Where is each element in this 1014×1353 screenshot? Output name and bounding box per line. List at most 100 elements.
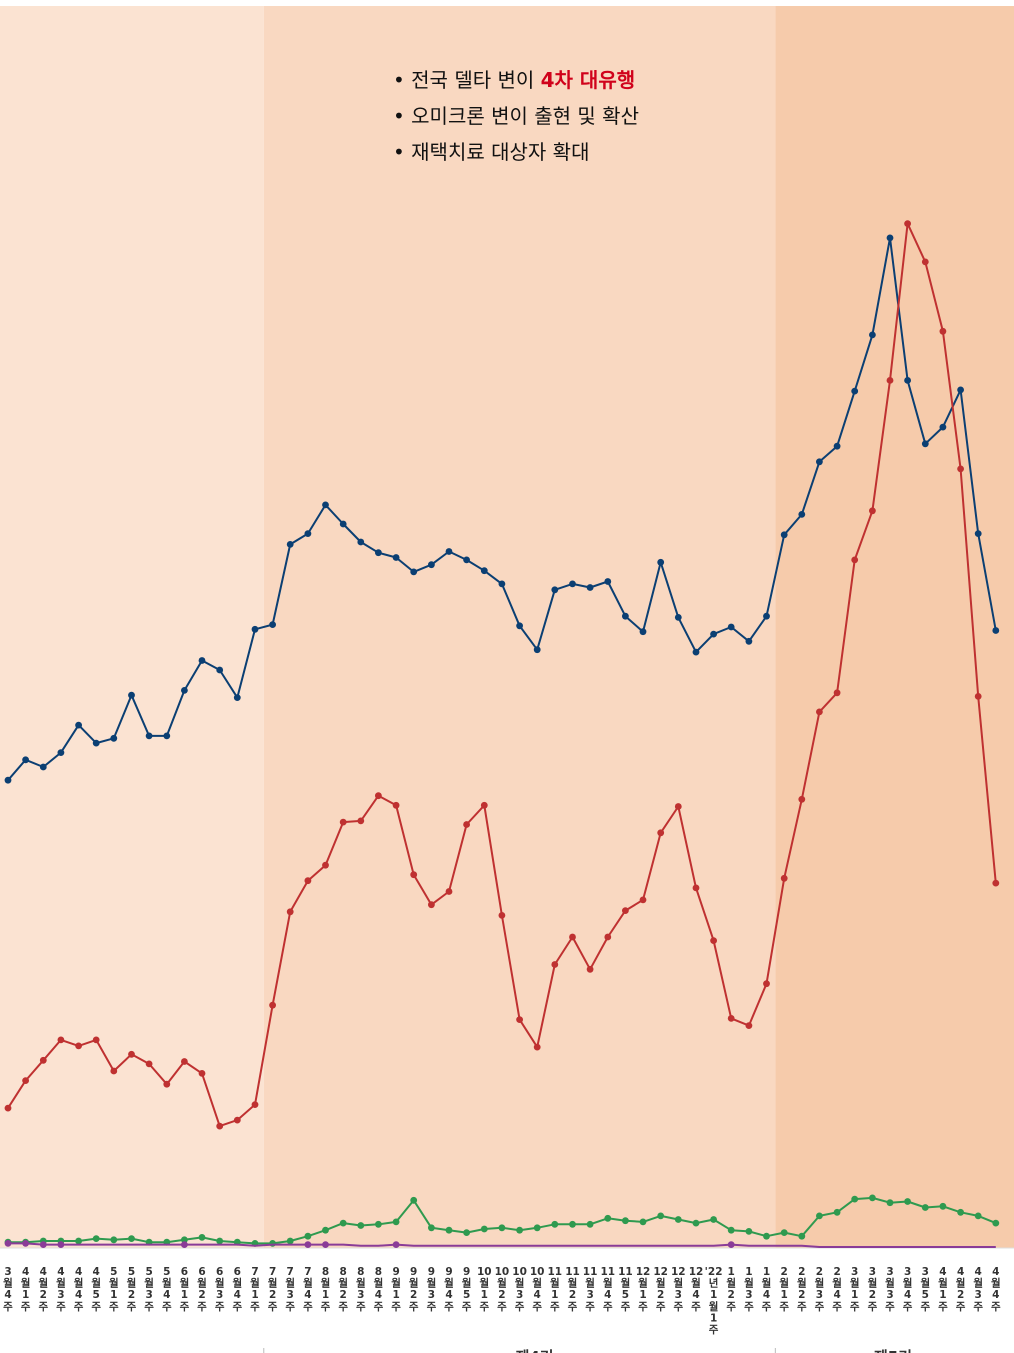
series-1-point <box>233 694 241 701</box>
series-3-point <box>216 1237 224 1245</box>
series-2-point <box>551 961 559 968</box>
series-1-point <box>145 732 153 740</box>
x-tick-label: '22 년 1 월 1 주 <box>705 1266 723 1336</box>
series-group <box>4 220 1000 1248</box>
series-1-point <box>304 530 312 537</box>
series-2-point <box>216 1122 224 1130</box>
series-2-point <box>833 689 841 697</box>
series-1-point <box>339 520 347 528</box>
series-2-point <box>851 556 859 564</box>
series-2-point <box>269 1001 276 1009</box>
phase-label: 제4기 <box>516 1348 554 1353</box>
series-2-point <box>463 821 470 828</box>
series-3-point <box>286 1237 294 1245</box>
series-1-point <box>692 648 700 656</box>
series-1-point <box>622 612 629 620</box>
series-1-point <box>851 387 859 395</box>
series-2-point <box>233 1116 241 1124</box>
series-3-point <box>674 1216 682 1223</box>
series-2-point <box>181 1058 188 1065</box>
series-3-point <box>886 1199 894 1207</box>
series-2-point <box>516 1016 523 1023</box>
series-1-point <box>75 721 82 729</box>
series-3-point <box>904 1198 911 1205</box>
series-3-point <box>392 1218 400 1226</box>
series-2-point <box>480 801 488 809</box>
series-4-point <box>39 1241 47 1248</box>
series-3-point <box>128 1235 135 1242</box>
series-1-point <box>392 554 400 561</box>
series-2-point <box>92 1036 100 1044</box>
series-1-point <box>39 763 47 771</box>
series-2-point <box>110 1067 118 1075</box>
series-2-point <box>692 884 700 892</box>
series-1-point <box>674 614 682 621</box>
series-3-point <box>851 1195 859 1203</box>
series-3-point <box>957 1208 964 1216</box>
series-1-point <box>128 691 135 699</box>
x-tick-label: 11 월 1 주 <box>547 1266 562 1313</box>
series-2-point <box>745 1022 753 1029</box>
x-tick-label: 10 월 1 주 <box>477 1266 492 1313</box>
series-4-point <box>22 1240 29 1247</box>
series-2-point <box>763 980 770 988</box>
series-2-point <box>816 708 823 716</box>
series-1-point <box>92 739 100 747</box>
series-3-point <box>745 1228 753 1235</box>
series-2-point <box>339 818 347 826</box>
x-tick-label: 10 월 3 주 <box>512 1266 527 1313</box>
series-3-point <box>92 1235 100 1242</box>
series-3-point <box>622 1217 629 1225</box>
series-2-point <box>657 829 665 837</box>
series-1-point <box>904 377 911 384</box>
series-3-point <box>710 1216 717 1223</box>
series-1-point <box>251 625 259 633</box>
x-tick-label: 11 월 4 주 <box>600 1266 615 1313</box>
series-2-point <box>357 817 365 825</box>
series-3-point <box>551 1220 559 1228</box>
series-2-point <box>869 507 876 515</box>
series-1-point <box>745 637 753 645</box>
phase-band-3 <box>775 6 1014 1248</box>
series-3-point <box>498 1224 506 1232</box>
series-3-point <box>604 1214 612 1222</box>
series-2-point <box>674 803 682 810</box>
phase-labels: 제4기 제5기 <box>516 1348 912 1353</box>
series-1-point <box>657 558 665 566</box>
series-1-point <box>957 386 964 394</box>
series-1-point <box>798 511 806 518</box>
series-3-point <box>445 1226 453 1234</box>
series-1-point <box>816 458 823 466</box>
series-3-point <box>816 1212 823 1220</box>
series-2 <box>4 220 1000 1130</box>
series-1-point <box>516 622 523 630</box>
series-2-point <box>974 693 982 700</box>
series-1-point <box>974 530 982 537</box>
series-2-point <box>445 888 453 895</box>
series-3-point <box>428 1224 435 1232</box>
series-1-point <box>869 331 876 339</box>
series-2-point <box>498 912 506 919</box>
series-1 <box>4 234 1000 784</box>
series-3-point <box>410 1196 418 1204</box>
series-1-point <box>533 646 541 654</box>
series-1-point <box>463 556 470 564</box>
series-3-point <box>657 1212 665 1220</box>
series-2-point <box>39 1056 47 1064</box>
